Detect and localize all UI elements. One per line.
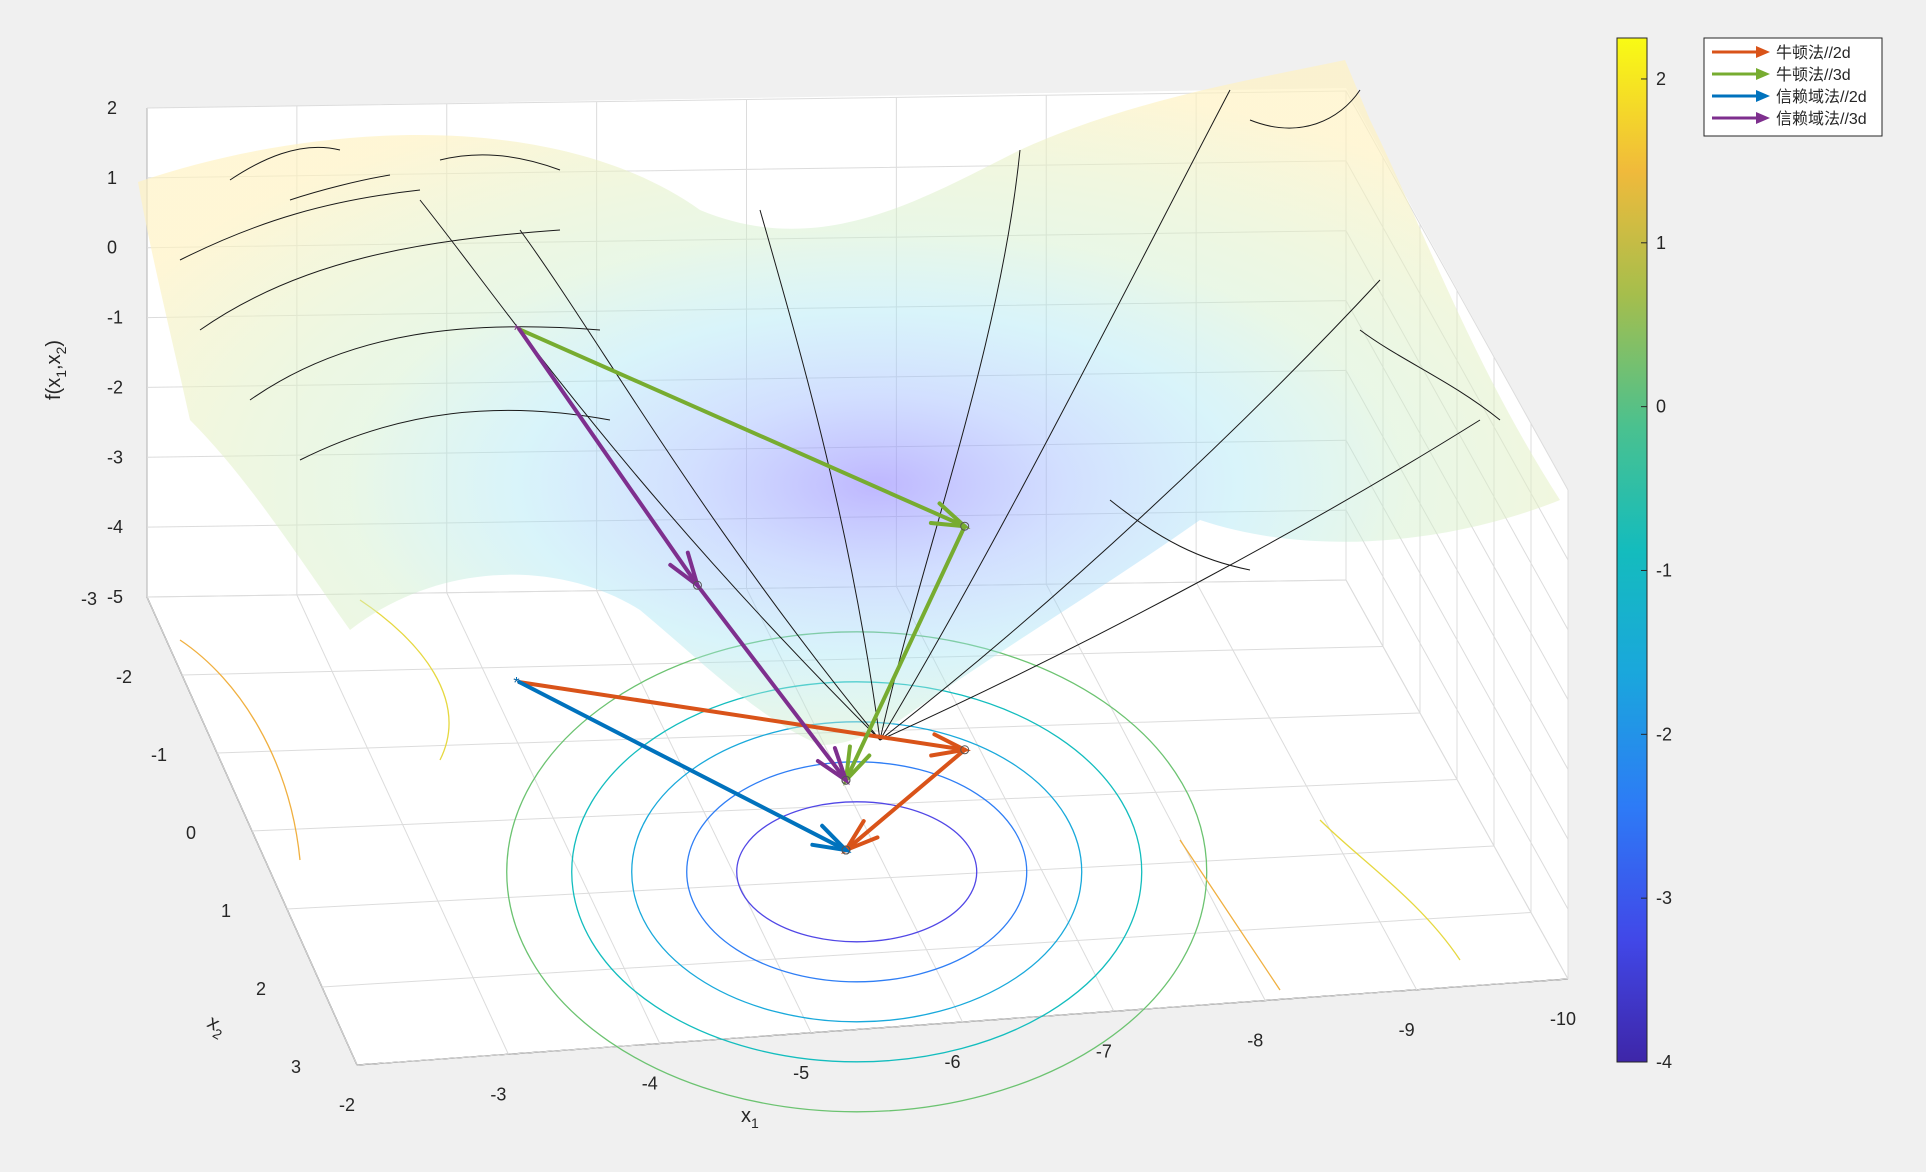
x-tick-label: -3	[490, 1084, 506, 1104]
path-segment	[517, 327, 967, 529]
x-tick-label: -8	[1247, 1031, 1263, 1051]
path-arrowhead	[810, 823, 852, 853]
z-tick-label: -1	[107, 308, 123, 328]
x-tick-label: -6	[945, 1052, 961, 1072]
legend-arrow	[1756, 112, 1770, 124]
y-tick-label: 0	[186, 823, 196, 843]
contour-line	[736, 801, 978, 943]
z-tick-label: -2	[107, 377, 123, 397]
colorbar-tick-label: -4	[1656, 1052, 1672, 1072]
stream-curve	[519, 229, 881, 741]
colorbar-tick-label: -3	[1656, 888, 1672, 908]
stream-curve	[229, 146, 341, 181]
z-tick-label: -3	[107, 447, 123, 467]
x-tick-label: -9	[1399, 1020, 1415, 1040]
colorbar-tick-label: 2	[1656, 69, 1666, 89]
stream-curve	[1249, 89, 1361, 129]
contour-line	[359, 599, 450, 761]
z-tick-label: 2	[107, 98, 117, 118]
legend-arrow	[1756, 90, 1770, 102]
y-axis-ticks: -3 -2 -1 0 1 2 3	[81, 589, 301, 1077]
y-tick-label: 2	[256, 979, 266, 999]
path-start-marker: *	[513, 322, 519, 339]
stream-curve	[249, 326, 601, 401]
path-segment	[843, 524, 967, 783]
path-point-marker	[960, 745, 970, 755]
path-point-marker	[692, 580, 702, 590]
colorbar-tick-label: 1	[1656, 233, 1666, 253]
contour-line	[1179, 839, 1281, 991]
grid-line-z	[146, 579, 1569, 980]
contour-line	[179, 639, 301, 861]
colorbar-ticks: 2 1 0 -1 -2 -3 -4	[1641, 69, 1672, 1072]
legend-arrow	[1756, 68, 1770, 80]
y-tick-label: -1	[151, 745, 167, 765]
legend-box	[1703, 37, 1883, 137]
stream-curve	[179, 189, 421, 261]
surface-sheet	[138, 60, 1560, 745]
path-start-marker: *	[513, 322, 519, 339]
y-tick-label: -2	[116, 667, 132, 687]
y-tick-label: 3	[291, 1057, 301, 1077]
x-tick-label: -7	[1096, 1041, 1112, 1061]
grid-line-y	[251, 779, 1458, 832]
z-axis-ticks: 2 1 0 -1 -2 -3 -4 -5	[107, 98, 123, 607]
x-tick-label: -4	[642, 1074, 658, 1094]
stream-curve	[1359, 329, 1501, 421]
grid-line-y	[356, 978, 1569, 1066]
legend-label: 信赖域法//3d	[1776, 110, 1867, 128]
legend-label: 牛顿法//2d	[1776, 44, 1851, 62]
stream-curve	[299, 409, 611, 461]
x-axis-label: x1	[741, 1105, 759, 1131]
grid-line-y	[286, 845, 1495, 910]
stream-curve	[289, 174, 391, 201]
path-point-marker	[841, 845, 851, 855]
stream-curve	[879, 89, 1231, 741]
y-tick-label: -3	[81, 589, 97, 609]
stream-curve	[879, 279, 1381, 741]
z-tick-label: -4	[107, 517, 123, 537]
path-segment	[843, 747, 967, 853]
path-start-marker: *	[513, 675, 519, 692]
stream-curve	[1109, 499, 1251, 571]
legend: 牛顿法//2d 牛顿法//3d 信赖域法//2d 信赖域法//3d	[1703, 37, 1883, 137]
stream-curve	[879, 419, 1481, 741]
x-axis-ticks: -2 -3 -4 -5 -6 -7 -8 -9 -10	[339, 1009, 1576, 1115]
iteration-paths: ****	[513, 322, 971, 855]
legend-arrow	[1756, 46, 1770, 58]
path-segment	[517, 680, 848, 853]
x-tick-label: -10	[1550, 1009, 1576, 1029]
colorbar-gradient	[1616, 37, 1648, 1063]
path-point-marker	[960, 521, 970, 531]
y-tick-label: 1	[221, 901, 231, 921]
legend-label: 牛顿法//3d	[1776, 66, 1851, 84]
z-tick-label: 1	[107, 168, 117, 188]
path-point-marker	[841, 775, 851, 785]
floor-panel	[147, 580, 1568, 1065]
stream-curve	[759, 209, 881, 741]
path-segment	[695, 583, 848, 783]
y-axis-label: x2	[202, 1011, 231, 1043]
path-segment	[517, 327, 700, 588]
z-tick-label: 0	[107, 238, 117, 258]
path-start-marker: *	[513, 675, 519, 692]
x-tick-label: -5	[793, 1063, 809, 1083]
x-tick-label: -2	[339, 1095, 355, 1115]
surface	[138, 60, 1560, 745]
grid-line-y	[321, 912, 1532, 988]
stream-curve	[199, 229, 561, 331]
colorbar-tick-label: 0	[1656, 397, 1666, 417]
colorbar: 2 1 0 -1 -2 -3 -4	[1616, 37, 1672, 1072]
z-axis-label: f(x1,x2)	[43, 340, 69, 400]
stream-curve	[439, 154, 561, 171]
colorbar-tick-label: -1	[1656, 560, 1672, 580]
path-arrowhead	[815, 746, 850, 786]
colorbar-tick-label: -2	[1656, 724, 1672, 744]
path-segment	[517, 680, 967, 752]
legend-label: 信赖域法//2d	[1776, 88, 1867, 106]
z-tick-label: -5	[107, 587, 123, 607]
stream-curve	[419, 199, 881, 741]
contour-line	[1319, 819, 1461, 961]
